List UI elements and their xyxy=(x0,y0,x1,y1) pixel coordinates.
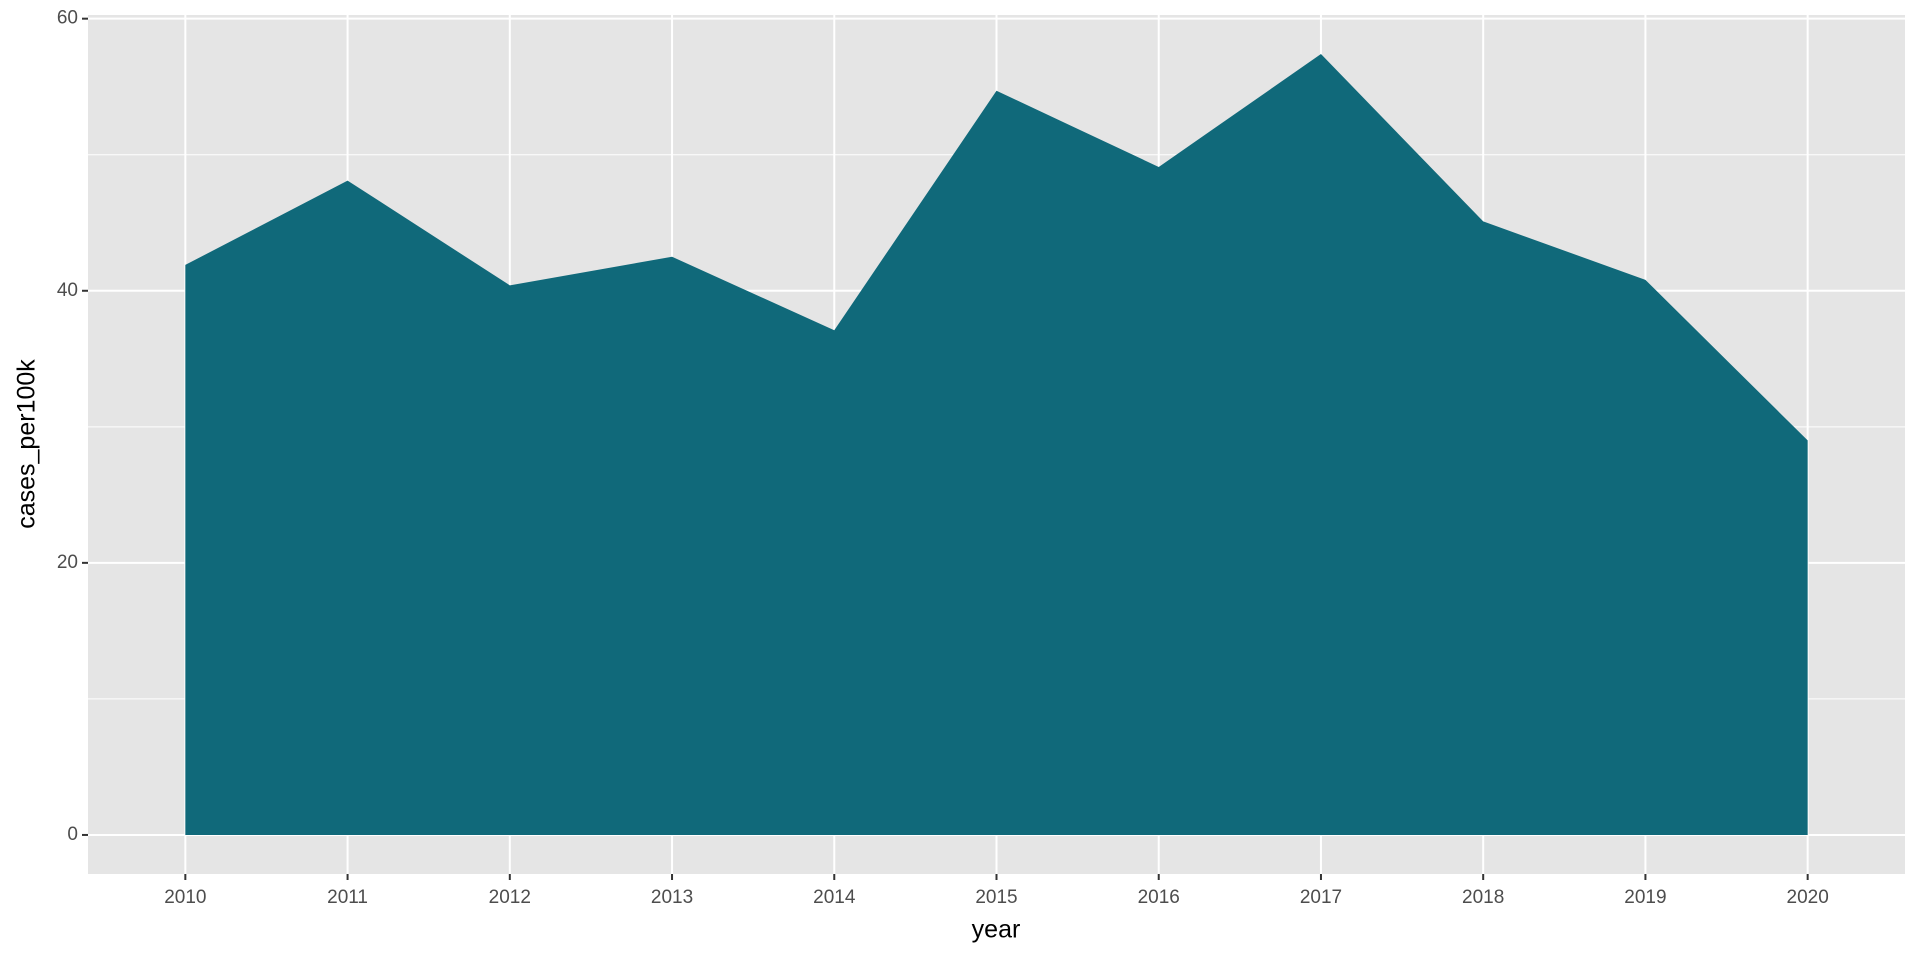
x-tick-label: 2013 xyxy=(651,887,693,908)
x-tick-label: 2017 xyxy=(1300,887,1342,908)
x-tick-label: 2012 xyxy=(489,887,531,908)
x-tick-label: 2015 xyxy=(975,887,1017,908)
x-tick-label: 2019 xyxy=(1624,887,1666,908)
y-axis-title: cases_per100k xyxy=(13,359,41,529)
x-tick-label: 2010 xyxy=(164,887,206,908)
x-tick-label: 2011 xyxy=(327,887,368,908)
y-tick-label: 0 xyxy=(67,824,78,845)
y-tick-label: 40 xyxy=(57,280,78,301)
x-axis-title: year xyxy=(972,916,1021,944)
x-tick-label: 2020 xyxy=(1787,887,1829,908)
x-tick-label: 2014 xyxy=(813,887,856,908)
x-tick-label: 2018 xyxy=(1462,887,1504,908)
area xyxy=(185,54,1808,835)
y-tick-label: 60 xyxy=(57,8,78,29)
x-tick-label: 2016 xyxy=(1138,887,1180,908)
y-tick-label: 20 xyxy=(57,552,78,573)
